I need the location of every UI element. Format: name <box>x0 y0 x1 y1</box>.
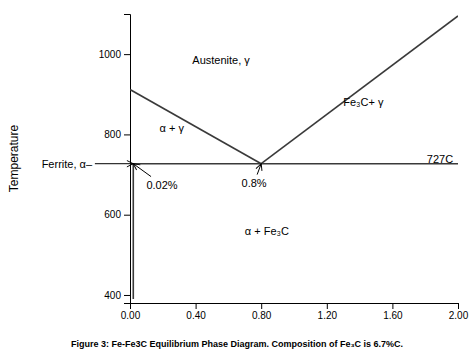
annotation: 0.02% <box>146 179 177 191</box>
y-tick: 1000 <box>99 49 130 60</box>
x-tick-mark <box>327 303 328 309</box>
x-tick-label: 1.20 <box>318 310 338 321</box>
x-tick: 0.00 <box>121 303 141 321</box>
x-tick-mark <box>261 303 262 309</box>
annotation: 727C <box>427 153 453 165</box>
y-tick-label: 600 <box>104 209 121 220</box>
x-tick: 2.00 <box>449 303 469 321</box>
phase-line <box>261 16 458 164</box>
phase-line <box>130 163 458 165</box>
x-tick-label: 1.60 <box>383 310 403 321</box>
annotation: Fe₃C+ γ <box>343 96 384 108</box>
annotation-arrow <box>133 164 151 177</box>
annotations: Austenite, γ α + γ Fe₃C+ γ α + Fe₃C 727C 0.02… <box>42 54 454 237</box>
annotation-arrow <box>95 163 133 164</box>
x-tick-label: 2.00 <box>449 310 469 321</box>
y-tick-mark <box>124 215 130 216</box>
x-tick: 1.20 <box>318 303 338 321</box>
y-tick: 800 <box>104 129 130 140</box>
y-tick-mark <box>124 54 130 55</box>
x-tick-label: 0.80 <box>252 310 272 321</box>
chart: 0.000.400.801.201.602.004006008001000Aus… <box>0 0 474 355</box>
x-tick-mark <box>392 303 393 309</box>
x-tick-mark <box>458 303 459 309</box>
lines <box>130 16 458 299</box>
x-tick: 1.60 <box>383 303 403 321</box>
annotation: α + γ <box>160 122 185 134</box>
y-tick-mark <box>124 134 130 135</box>
phase-line <box>130 89 261 163</box>
y-tick: 400 <box>104 290 130 301</box>
phase-line <box>132 164 134 299</box>
y-tick-label: 1000 <box>99 49 122 60</box>
x-axis-line <box>131 304 459 310</box>
y-tick-label: 800 <box>104 129 121 140</box>
y-axis-line <box>124 15 131 304</box>
title: Figure 3: Fe-Fe3C Equilibrium Phase Diag… <box>71 339 403 349</box>
x-axis: 0.00 0.40 0.80 1.20 1.60 2.00 <box>121 303 469 321</box>
annotation: Austenite, γ <box>192 54 250 66</box>
y-axis-title: Temperature <box>7 124 21 192</box>
annotation: 0.8% <box>242 177 267 189</box>
y-tick-label: 400 <box>104 290 121 301</box>
y-tick-mark <box>124 295 130 296</box>
annotation: α + Fe₃C <box>245 225 289 237</box>
x-tick-mark <box>196 303 197 309</box>
annotation: Ferrite, α– <box>42 158 93 170</box>
x-tick-label: 0.00 <box>121 310 141 321</box>
plot: 0.000.400.801.201.602.004006008001000Aus… <box>42 15 469 322</box>
y-tick: 600 <box>104 209 130 220</box>
x-tick: 0.40 <box>186 303 206 321</box>
x-tick-label: 0.40 <box>186 310 206 321</box>
annotation-arrow <box>257 164 261 175</box>
x-tick: 0.80 <box>252 303 272 321</box>
y-axis: 400 600 800 1000 <box>99 15 131 304</box>
